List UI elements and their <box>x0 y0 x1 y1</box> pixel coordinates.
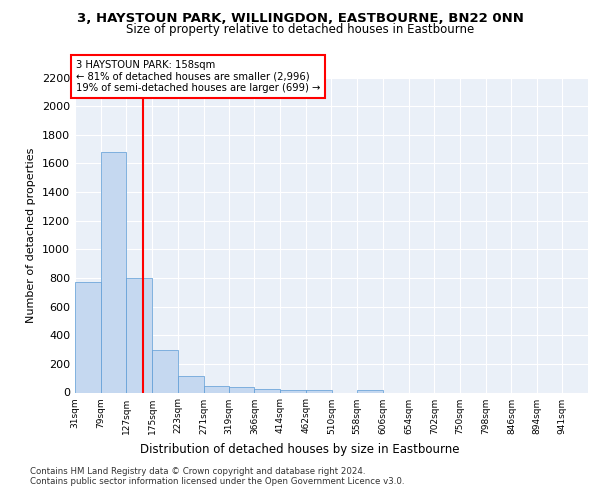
Text: Contains HM Land Registry data © Crown copyright and database right 2024.: Contains HM Land Registry data © Crown c… <box>30 468 365 476</box>
Bar <box>152 350 178 393</box>
Bar <box>254 389 280 392</box>
Text: Contains public sector information licensed under the Open Government Licence v3: Contains public sector information licen… <box>30 478 404 486</box>
Bar <box>178 376 203 392</box>
Text: Size of property relative to detached houses in Eastbourne: Size of property relative to detached ho… <box>126 22 474 36</box>
Bar <box>203 386 229 392</box>
Text: Distribution of detached houses by size in Eastbourne: Distribution of detached houses by size … <box>140 442 460 456</box>
Y-axis label: Number of detached properties: Number of detached properties <box>26 148 37 322</box>
Bar <box>101 152 127 392</box>
Text: 3 HAYSTOUN PARK: 158sqm
← 81% of detached houses are smaller (2,996)
19% of semi: 3 HAYSTOUN PARK: 158sqm ← 81% of detache… <box>76 60 320 93</box>
Bar <box>357 390 383 392</box>
Bar <box>127 278 152 392</box>
Bar <box>229 388 254 392</box>
Bar <box>280 390 306 392</box>
Bar <box>75 282 101 393</box>
Bar <box>306 390 331 392</box>
Text: 3, HAYSTOUN PARK, WILLINGDON, EASTBOURNE, BN22 0NN: 3, HAYSTOUN PARK, WILLINGDON, EASTBOURNE… <box>77 12 523 26</box>
